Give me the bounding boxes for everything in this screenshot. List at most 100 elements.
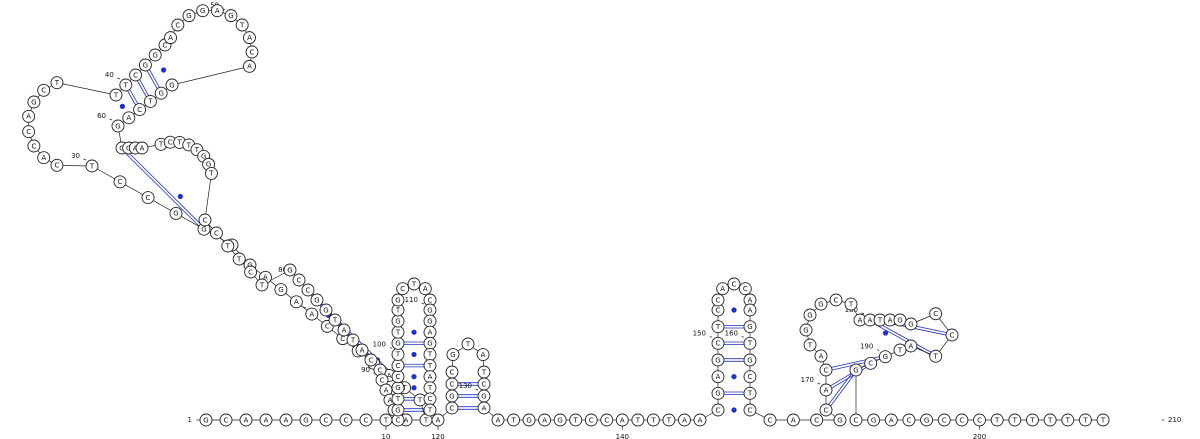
nucleotide-letter: A <box>342 326 347 334</box>
nucleotide-letter: C <box>369 356 374 364</box>
nucleotide-letter: C <box>450 368 455 376</box>
nucleotide-letter: A <box>791 416 796 424</box>
nucleotide-letter: G <box>557 416 562 424</box>
nucleotide-letter: A <box>720 285 725 293</box>
nucleotide: G <box>445 389 459 403</box>
nucleotide: C <box>711 336 725 350</box>
nucleotide-letter: G <box>323 306 328 314</box>
nucleotide: C <box>209 226 223 240</box>
nucleotide: G <box>833 413 847 427</box>
nucleotide: G <box>423 303 437 317</box>
nucleotide-letter: C <box>814 416 819 424</box>
nucleotide-letter: G <box>314 296 319 304</box>
nucleotide: A <box>243 31 256 45</box>
nucleotide-letter: A <box>909 342 914 350</box>
nucleotide-letter: C <box>378 366 383 374</box>
nucleotide: A <box>164 31 177 45</box>
nucleotide: G <box>319 303 333 317</box>
nucleotide-letter: C <box>824 366 829 374</box>
nucleotide-letter: C <box>364 416 369 424</box>
nucleotide: C <box>955 413 969 427</box>
position-tick <box>83 158 87 161</box>
nucleotide-letter: A <box>294 298 299 306</box>
nucleotide-letter: G <box>115 122 120 130</box>
nucleotide-letter: C <box>203 216 208 224</box>
wobble-pair-dot <box>411 329 417 335</box>
nucleotide-letter: T <box>1082 416 1088 424</box>
position-tick <box>117 77 120 80</box>
nucleotide-letter: C <box>214 229 219 237</box>
nucleotide: C <box>763 413 777 427</box>
nucleotide-letter: A <box>384 386 389 394</box>
nucleotide-letter: T <box>186 141 192 149</box>
nucleotide: T <box>893 343 907 357</box>
base-pair-line <box>126 151 201 225</box>
nucleotide-letter: G <box>201 226 206 234</box>
nucleotide-letter: C <box>450 380 455 388</box>
nucleotide-letter: A <box>264 416 269 424</box>
nucleotide: G <box>148 48 162 62</box>
position-label: 10 <box>382 433 391 439</box>
wobble-pair-dot <box>177 193 183 200</box>
nucleotide-letter: G <box>395 296 400 304</box>
nucleotide: T <box>507 413 520 427</box>
backbone-segment <box>204 173 212 221</box>
nucleotide-letter: T <box>481 368 487 376</box>
nucleotide: C <box>445 377 459 391</box>
nucleotide: C <box>902 413 916 427</box>
nucleotide: G <box>803 308 817 322</box>
nucleotide-letter: T <box>1047 416 1053 424</box>
nucleotide-letter: C <box>168 138 173 146</box>
nucleotide-letter: T <box>225 242 231 250</box>
nucleotide-letter: C <box>325 323 330 331</box>
nucleotide-letter: C <box>716 406 721 414</box>
position-tick <box>421 302 425 305</box>
nucleotide: C <box>171 18 185 32</box>
nucleotide: C <box>584 413 598 427</box>
nucleotide-letter: C <box>950 331 955 339</box>
nucleotide: C <box>359 413 373 427</box>
nucleotide-letter: A <box>387 372 392 380</box>
nucleotide: T <box>255 278 269 292</box>
nucleotide-letter: T <box>427 384 433 392</box>
nucleotide: T <box>569 413 583 427</box>
nucleotide-letter: T <box>715 323 721 331</box>
nucleotide-letter: T <box>666 416 672 424</box>
nucleotide: T <box>743 386 757 400</box>
position-tick <box>709 336 713 338</box>
nucleotide: G <box>310 293 324 307</box>
nucleotide-letter: G <box>31 98 36 106</box>
nucleotide-letter: C <box>748 373 753 381</box>
nucleotide-letter: C <box>396 362 401 370</box>
nucleotide-letter: T <box>427 362 433 370</box>
nucleotide-letter: C <box>396 373 401 381</box>
nucleotide-letter: T <box>1100 416 1106 424</box>
nucleotide-letter: A <box>824 386 829 394</box>
nucleotide: A <box>819 383 833 397</box>
nucleotide-letter: C <box>133 71 138 79</box>
nucleotide-letter: C <box>716 296 721 304</box>
nucleotide-letter: G <box>126 144 131 152</box>
nucleotide: A <box>122 111 136 125</box>
nucleotide-letter: G <box>871 416 876 424</box>
nucleotide: G <box>391 403 405 417</box>
nucleotide: G <box>224 9 238 23</box>
nucleotide: C <box>373 363 387 377</box>
nucleotide-letter: A <box>244 416 249 424</box>
nucleotide: A <box>239 413 253 427</box>
base-pair-line <box>129 89 139 104</box>
nucleotide-letter: C <box>31 142 36 150</box>
nucleotide: T <box>379 413 393 427</box>
wobble-pair-dot <box>882 330 889 336</box>
nucleotide-letter: T <box>411 280 417 288</box>
nucleotide: C <box>864 356 878 370</box>
nucleotide-letter: T <box>54 79 60 87</box>
nucleotide-letter: G <box>152 51 157 59</box>
nucleotide-letter: A <box>858 316 863 324</box>
nucleotide: G <box>711 353 725 367</box>
nucleotide: G <box>799 323 813 337</box>
nucleotide: A <box>289 295 303 309</box>
nucleotide: T <box>423 403 437 417</box>
nucleotide: C <box>364 353 378 367</box>
position-tick <box>861 312 865 315</box>
